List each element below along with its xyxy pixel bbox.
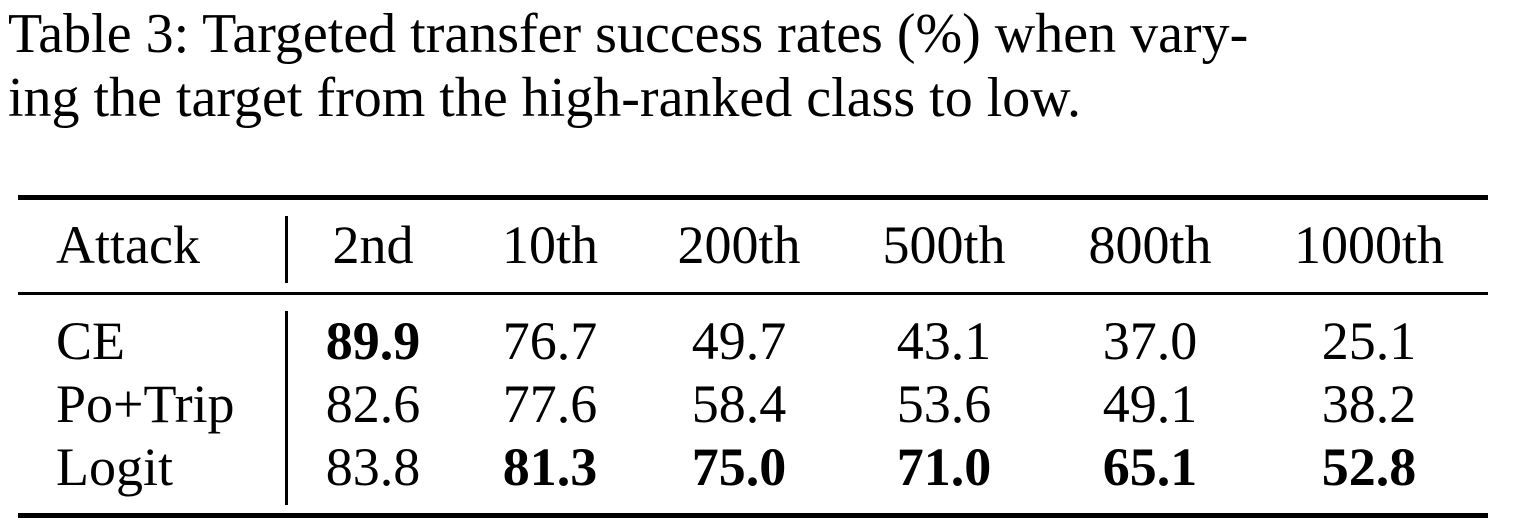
header-500th: 500th	[882, 215, 1006, 275]
table-cell: 81.3	[502, 437, 598, 497]
header-1000th: 1000th	[1293, 215, 1445, 275]
header-2nd: 2nd	[332, 215, 414, 275]
table-cell: 71.0	[896, 437, 992, 497]
row-label-logit: Logit	[56, 437, 173, 497]
table-body-separator	[285, 311, 288, 505]
table-cell: 76.7	[502, 311, 598, 371]
table-top-rule	[18, 195, 1488, 200]
caption-line-1: Table 3: Targeted transfer success rates…	[8, 3, 1249, 65]
header-800th: 800th	[1088, 215, 1212, 275]
table-cell: 25.1	[1321, 311, 1417, 371]
table-cell: 53.6	[896, 374, 992, 434]
table-cell: 77.6	[502, 374, 598, 434]
table-cell: 43.1	[896, 311, 992, 371]
table-cell: 58.4	[691, 374, 787, 434]
header-10th: 10th	[501, 215, 599, 275]
table-bottom-rule	[18, 513, 1488, 518]
table-cell: 65.1	[1102, 437, 1198, 497]
table-cell: 38.2	[1321, 374, 1417, 434]
table-header-separator	[285, 216, 288, 283]
table-cell: 75.0	[691, 437, 787, 497]
table-cell: 82.6	[325, 374, 421, 434]
table-cell: 49.7	[691, 311, 787, 371]
table-cell: 49.1	[1102, 374, 1198, 434]
table-cell: 52.8	[1321, 437, 1417, 497]
table-header-rule	[18, 292, 1488, 295]
table-cell: 37.0	[1102, 311, 1198, 371]
table-cell: 83.8	[325, 437, 421, 497]
header-attack: Attack	[56, 215, 200, 275]
table-cell: 89.9	[325, 311, 421, 371]
caption-line-2: ing the target from the high-ranked clas…	[8, 67, 1082, 129]
header-200th: 200th	[677, 215, 801, 275]
row-label-po-trip: Po+Trip	[56, 374, 235, 434]
row-label-ce: CE	[56, 311, 126, 371]
table-caption: Table 3: Targeted transfer success rates…	[8, 2, 1508, 130]
